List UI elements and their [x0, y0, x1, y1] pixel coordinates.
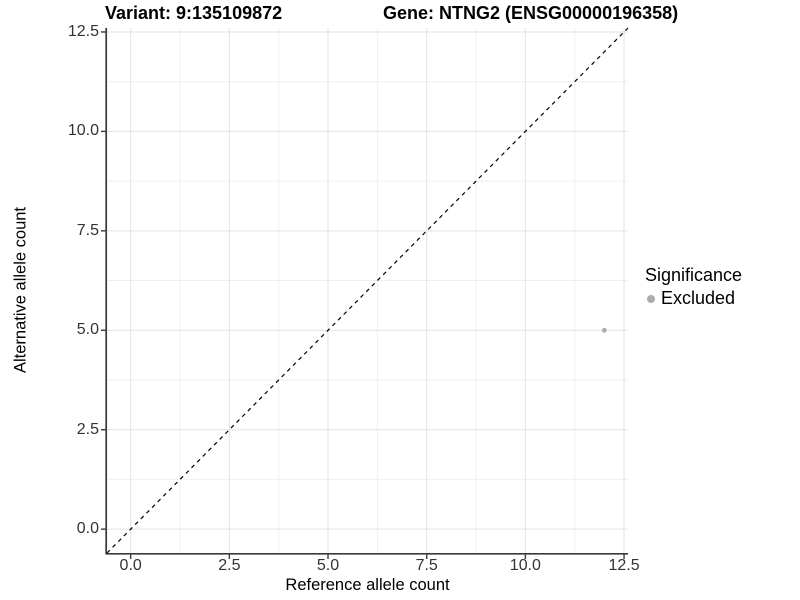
y-axis-label: Alternative allele count — [11, 206, 30, 374]
x-tick-label: 0.0 — [119, 557, 142, 574]
data-point — [601, 327, 607, 333]
legend: Significance Excluded — [645, 265, 742, 309]
y-tick-label: 12.5 — [67, 22, 99, 40]
y-tick-label: 5.0 — [76, 321, 99, 339]
x-tick-label: 5.0 — [316, 557, 340, 574]
variant-title: Variant: 9:135109872 — [105, 3, 283, 23]
y-tick-label: 7.5 — [76, 221, 99, 239]
y-tick-label: 2.5 — [76, 420, 99, 438]
legend-item-excluded: Excluded — [647, 288, 742, 309]
x-tick-label: 7.5 — [415, 557, 438, 574]
y-tick-label: 0.0 — [76, 520, 99, 538]
x-axis-label: Reference allele count — [285, 576, 450, 594]
legend-point-swatch-icon — [647, 294, 655, 303]
legend-title: Significance — [645, 265, 743, 285]
x-tick-label: 2.5 — [218, 557, 241, 574]
y-tick-label: 10.0 — [67, 122, 99, 140]
identity-line — [106, 27, 629, 554]
x-tick-label: 10.0 — [509, 557, 541, 574]
gene-title: Gene: NTNG2 (ENSG00000196358) — [383, 3, 679, 23]
x-tick-label: 12.5 — [608, 557, 640, 574]
legend-item-label: Excluded — [661, 288, 736, 308]
